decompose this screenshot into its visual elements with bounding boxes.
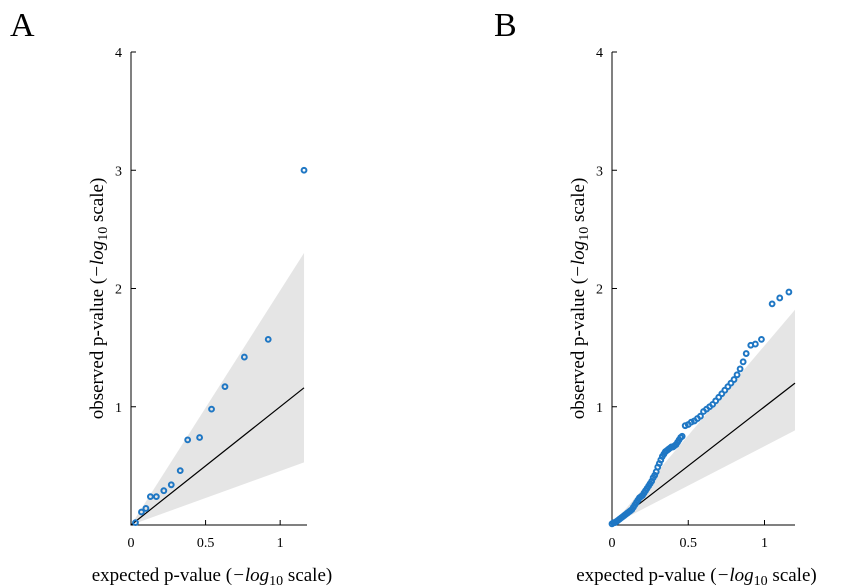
y-axis-label-main: observed p-value ( <box>87 278 108 419</box>
x-axis-label-sub: 10 <box>754 574 768 587</box>
x-axis-ticks: 0 0.5 1 <box>128 520 284 551</box>
x-axis-label-main: expected p-value ( <box>92 565 232 586</box>
y-axis-label-main: observed p-value ( <box>568 278 589 419</box>
panel-label-a: A <box>10 7 35 44</box>
x-axis-label-sub: 10 <box>269 574 283 587</box>
y-axis-label-sub: 10 <box>577 227 592 241</box>
x-axis-label-tail: scale) <box>768 565 817 586</box>
data-point <box>208 405 215 413</box>
data-point <box>733 371 741 379</box>
data-point <box>742 350 750 357</box>
data-point <box>184 436 192 444</box>
data-points <box>132 166 308 527</box>
data-point <box>776 294 784 302</box>
y-axis-ticks: 1 2 3 4 <box>596 46 617 416</box>
data-point <box>221 383 229 391</box>
data-point <box>132 519 139 527</box>
data-point <box>146 493 154 501</box>
y-tick-label: 4 <box>115 46 122 61</box>
x-axis-label-func: −log <box>232 565 269 586</box>
y-axis-label-func: −log <box>87 241 108 278</box>
data-point <box>678 432 686 440</box>
x-axis-label-tail: scale) <box>283 565 332 586</box>
y-axis-label-tail: scale) <box>87 178 108 227</box>
x-tick-label: 0.5 <box>680 536 698 551</box>
x-axis-label: expected p-value (−log10 scale) <box>576 565 816 587</box>
reference-line <box>611 382 796 526</box>
y-axis-label: observed p-value (−log10 scale) <box>568 178 592 420</box>
x-tick-label: 0 <box>128 536 135 551</box>
y-axis-label: observed p-value (−log10 scale) <box>87 178 111 420</box>
x-axis-label-main: expected p-value ( <box>576 565 716 586</box>
data-point <box>196 434 204 441</box>
y-tick-label: 3 <box>115 164 122 179</box>
x-tick-label: 0.5 <box>197 536 215 551</box>
data-point <box>751 340 759 348</box>
y-axis-label-tail: scale) <box>568 178 589 227</box>
data-point <box>736 365 744 373</box>
data-point <box>758 335 765 343</box>
x-tick-label: 0 <box>609 536 616 551</box>
data-points <box>608 288 793 528</box>
y-tick-label: 4 <box>596 46 603 61</box>
y-tick-label: 1 <box>596 401 603 416</box>
data-point <box>142 505 150 512</box>
x-tick-label: 1 <box>277 536 284 551</box>
x-tick-label: 1 <box>761 536 768 551</box>
data-point <box>300 166 308 174</box>
y-axis-label-func: −log <box>568 241 589 278</box>
data-point <box>152 493 160 501</box>
y-tick-label: 3 <box>596 164 603 179</box>
data-point <box>138 508 145 516</box>
data-point <box>739 358 747 366</box>
data-point <box>785 288 793 296</box>
y-axis-ticks: 1 2 3 4 <box>115 46 136 416</box>
confidence-band <box>131 253 305 525</box>
data-point <box>768 300 776 308</box>
data-point <box>160 487 168 495</box>
x-axis-label-func: −log <box>717 565 754 586</box>
x-axis-label: expected p-value (−log10 scale) <box>92 565 332 587</box>
reference-line <box>130 387 305 526</box>
y-tick-label: 2 <box>596 283 603 298</box>
y-axis-label-sub: 10 <box>96 227 111 241</box>
data-point <box>240 353 248 361</box>
data-point <box>176 467 184 475</box>
data-point <box>697 412 704 420</box>
y-tick-label: 1 <box>115 401 122 416</box>
data-point <box>730 376 738 383</box>
panel-label-b: B <box>494 7 517 44</box>
data-point <box>167 481 175 489</box>
data-point <box>264 335 272 343</box>
y-tick-label: 2 <box>115 283 122 298</box>
